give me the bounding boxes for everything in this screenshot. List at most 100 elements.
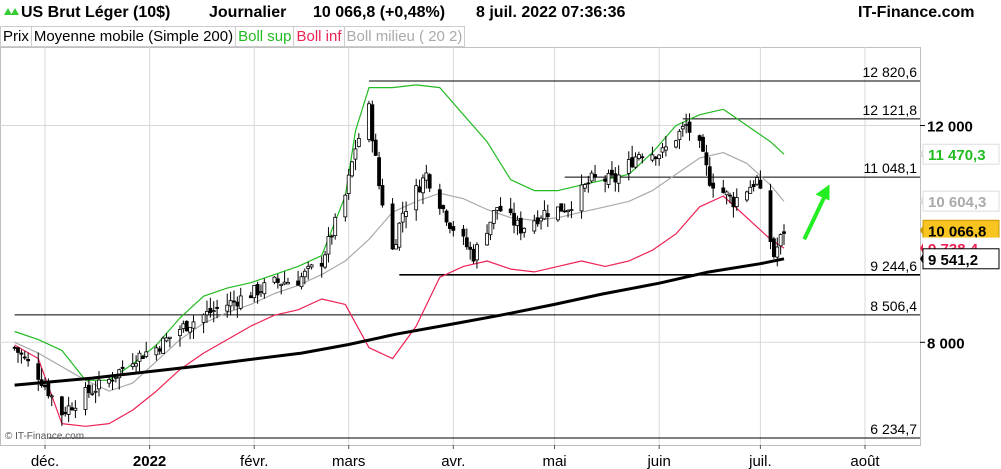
- candle-body-95: [461, 228, 466, 237]
- candle-body-158: [755, 177, 759, 185]
- candle-body-10: [59, 396, 64, 416]
- candle-body-119: [569, 209, 574, 211]
- candle-body-72: [350, 161, 354, 177]
- boll-mid-line: [14, 152, 785, 392]
- candle-body-37: [184, 320, 189, 332]
- header-up-arrow-1: [11, 8, 19, 15]
- candle-body-62: [302, 270, 307, 278]
- candle-body-85: [414, 185, 419, 211]
- brand-label: IT-Finance.com: [858, 4, 975, 21]
- candle-body-99: [475, 244, 479, 261]
- x-tick-label-0: déc.: [31, 453, 59, 469]
- candle-body-137: [657, 154, 662, 159]
- candle-body-120: [579, 184, 584, 212]
- candle-body-50: [248, 295, 253, 299]
- candle-body-156: [748, 186, 753, 194]
- y-tick-label-0: 12 000: [927, 119, 973, 136]
- candle-body-142: [680, 125, 685, 130]
- candle-body-125: [603, 178, 608, 182]
- candle-body-110: [532, 220, 537, 232]
- candle-body-160: [768, 190, 773, 242]
- candle-body-108: [518, 217, 523, 234]
- candle-body-4: [26, 358, 31, 362]
- candle-body-33: [164, 337, 169, 342]
- hline-label-2: 11 048,1: [864, 160, 918, 176]
- candle-body-159: [758, 179, 763, 189]
- candle-body-111: [535, 217, 540, 225]
- candle-body-54: [262, 282, 267, 295]
- candle-body-75: [367, 103, 371, 140]
- candle-body-127: [610, 169, 614, 176]
- candle-body-79: [380, 185, 385, 206]
- candle-body-90: [437, 189, 442, 209]
- candle-body-96: [464, 237, 469, 248]
- candle-body-69: [333, 216, 338, 236]
- candle-body-86: [417, 186, 422, 193]
- candle-body-104: [498, 205, 503, 212]
- candle-body-140: [674, 140, 678, 148]
- x-tick-label-7: juil.: [748, 453, 772, 469]
- candle-body-60: [296, 280, 300, 286]
- candle-body-25: [130, 363, 135, 367]
- candle-body-163: [778, 234, 783, 247]
- header-up-arrow-0: [4, 8, 12, 15]
- candle-body-42: [208, 307, 213, 314]
- x-tick-label-4: avr.: [441, 453, 465, 469]
- candle-body-126: [606, 172, 611, 185]
- legend-item-1: Moyenne mobile (Simple 200): [30, 26, 237, 47]
- candle-body-98: [471, 248, 476, 262]
- candle-body-147: [704, 152, 709, 166]
- candle-body-64: [309, 264, 314, 268]
- legend-item-2: Boll sup: [235, 26, 295, 47]
- candle-body-87: [421, 177, 425, 194]
- hline-label-0: 12 820,6: [863, 64, 918, 80]
- candle-body-70: [343, 194, 348, 218]
- hline-label-5: 6 234,7: [870, 421, 917, 437]
- y-tick-label-1: 8 000: [927, 335, 965, 352]
- candle-body-11: [63, 411, 68, 415]
- candle-body-51: [252, 285, 257, 299]
- candle-body-149: [711, 182, 716, 189]
- candle-body-49: [238, 295, 243, 309]
- candle-body-36: [181, 323, 186, 329]
- candle-body-97: [468, 246, 473, 250]
- candle-body-20: [107, 379, 112, 384]
- candle-body-89: [427, 174, 432, 189]
- candle-body-150: [721, 187, 726, 193]
- trend-arrow-shaft: [802, 195, 827, 241]
- candle-body-136: [653, 156, 658, 160]
- candle-body-148: [707, 166, 712, 186]
- candle-body-0: [12, 346, 17, 349]
- candle-body-61: [299, 276, 304, 288]
- candle-body-30: [154, 347, 159, 356]
- candle-body-27: [137, 352, 142, 362]
- hline-label-1: 12 121,8: [863, 102, 918, 118]
- candle-body-13: [70, 407, 74, 411]
- candle-body-122: [586, 182, 591, 185]
- candle-body-71: [346, 174, 351, 194]
- candle-body-21: [110, 379, 115, 382]
- candle-body-114: [545, 213, 550, 218]
- candle-body-67: [326, 236, 331, 255]
- candle-body-31: [157, 348, 162, 352]
- candle-body-44: [215, 307, 219, 309]
- boll-sup-line: [14, 84, 785, 381]
- candle-body-128: [613, 173, 618, 183]
- candle-body-55: [272, 276, 277, 283]
- copyright-label: © IT-Finance.com: [5, 431, 84, 442]
- candle-body-53: [259, 291, 263, 294]
- value-badge-pointer-3: [920, 243, 923, 254]
- candle-body-22: [113, 376, 118, 379]
- candle-body-5: [36, 363, 41, 380]
- candle-body-161: [771, 238, 776, 257]
- candle-body-18: [93, 390, 98, 393]
- x-tick-label-2: févr.: [240, 453, 268, 469]
- sma-200-line: [14, 257, 785, 387]
- candle-body-133: [637, 154, 641, 159]
- candle-body-58: [282, 281, 287, 285]
- hline-label-4: 8 506,4: [870, 298, 917, 314]
- candle-body-48: [235, 301, 240, 307]
- candle-body-138: [660, 147, 665, 153]
- candle-body-66: [323, 254, 327, 268]
- value-badge-label-2: 10 066,8: [928, 223, 986, 240]
